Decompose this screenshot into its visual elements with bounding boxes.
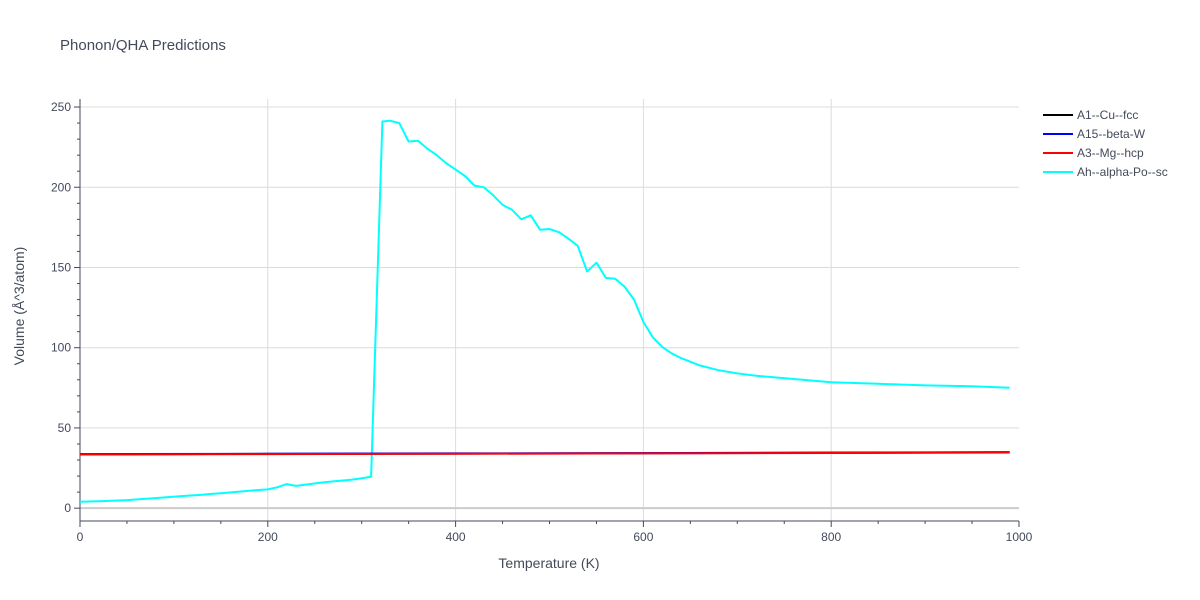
- y-tick-label: 0: [64, 501, 71, 515]
- legend-label: Ah--alpha-Po--sc: [1077, 165, 1168, 179]
- legend: A1--Cu--fcc A15--beta-W A3--Mg--hcp Ah--alp…: [1043, 108, 1168, 179]
- grid: [79, 99, 1019, 522]
- legend-label: A3--Mg--hcp: [1077, 146, 1144, 160]
- y-axis-ticks: 0 50 100 150 200 250: [51, 100, 80, 515]
- x-tick-label: 400: [446, 530, 466, 544]
- y-tick-label: 100: [51, 341, 71, 355]
- y-tick-label: 200: [51, 180, 71, 194]
- y-axis-title: Volume (Å^3/atom): [11, 247, 27, 366]
- x-axis-ticks: 0 200 400 600 800 1000: [77, 521, 1033, 544]
- y-tick-label: 50: [58, 421, 72, 435]
- y-tick-label: 150: [51, 260, 71, 274]
- x-axis-title: Temperature (K): [498, 555, 599, 571]
- series-line-ah-alpha-po-sc: [79, 119, 1010, 503]
- x-tick-label: 1000: [1006, 530, 1033, 544]
- x-tick-label: 200: [258, 530, 278, 544]
- x-tick-label: 0: [77, 530, 84, 544]
- legend-label: A1--Cu--fcc: [1077, 108, 1138, 122]
- chart-title: Phonon/QHA Predictions: [60, 37, 226, 54]
- plot-lines: [79, 119, 1010, 503]
- legend-label: A15--beta-W: [1077, 127, 1146, 141]
- x-tick-label: 600: [633, 530, 653, 544]
- series-line-a3-mg-hcp: [79, 451, 1010, 456]
- y-tick-label: 250: [51, 100, 71, 114]
- x-tick-label: 800: [821, 530, 841, 544]
